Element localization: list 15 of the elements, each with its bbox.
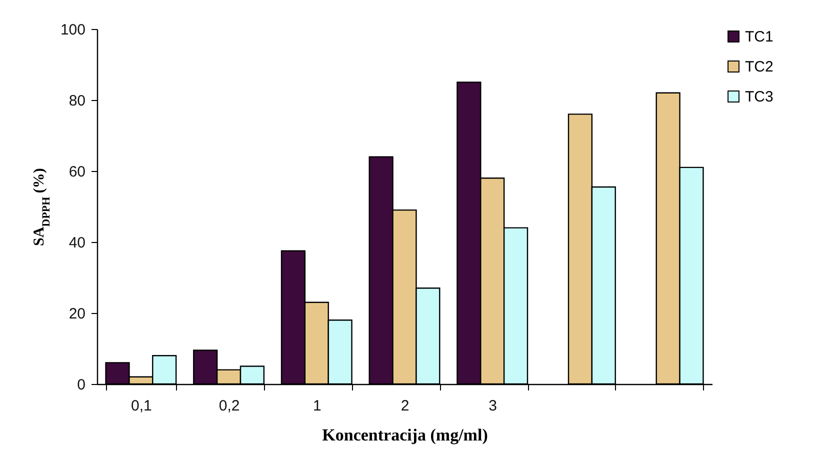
legend-label: TC1: [745, 28, 774, 46]
y-tick-label: 0: [77, 376, 86, 394]
y-tick-label: 60: [68, 164, 86, 180]
x-tick-label: 0,2: [218, 398, 240, 414]
y-tick-label: 100: [60, 22, 86, 38]
y-tick-label: 20: [68, 306, 86, 322]
x-tick-label: 2: [400, 398, 410, 414]
legend-label: TC2: [745, 58, 774, 76]
y-tick-label: 40: [68, 234, 86, 252]
y-tick-label: 80: [68, 92, 86, 110]
x-tick-label: 3: [488, 398, 498, 414]
x-axis-title: Koncentracija (mg/ml): [322, 426, 488, 444]
x-tick-label: 0,1: [131, 398, 152, 414]
x-tick-label: 1: [312, 398, 322, 414]
legend-label: TC3: [745, 88, 774, 106]
